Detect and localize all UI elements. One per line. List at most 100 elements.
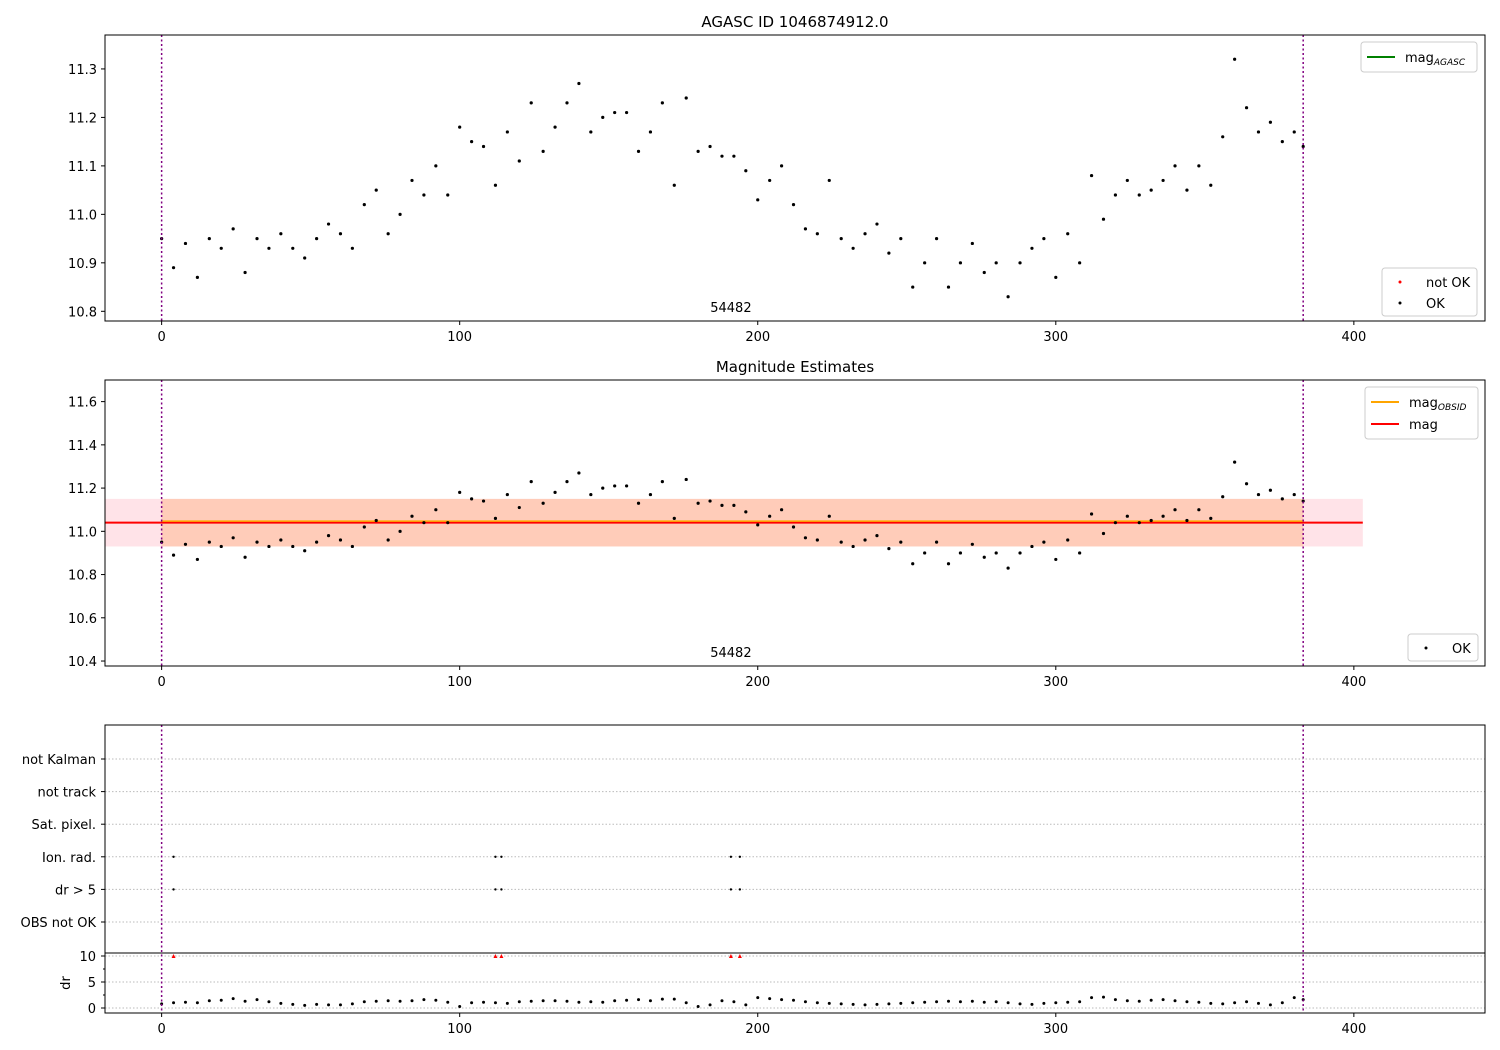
dr-point bbox=[1197, 1000, 1201, 1004]
dr-point bbox=[851, 1002, 855, 1006]
legend-box bbox=[1360, 41, 1478, 73]
data-point-ok bbox=[1301, 144, 1305, 149]
data-point-ok bbox=[732, 154, 736, 158]
data-point-ok bbox=[982, 555, 986, 559]
dr-point bbox=[803, 1000, 807, 1004]
y-tick-label: 11.2 bbox=[68, 482, 97, 497]
data-point-ok bbox=[1018, 551, 1022, 555]
dr-point bbox=[1042, 1001, 1046, 1005]
data-point-ok bbox=[458, 490, 462, 495]
dr-point bbox=[780, 998, 784, 1002]
data-point-ok bbox=[660, 480, 664, 484]
dr-point bbox=[255, 998, 259, 1002]
dr-point bbox=[1006, 1001, 1010, 1005]
data-point-ok bbox=[171, 266, 176, 270]
x-tick-label: 400 bbox=[1341, 1022, 1366, 1037]
data-point-ok bbox=[1268, 120, 1272, 124]
dr-point bbox=[362, 1000, 366, 1004]
dr-point bbox=[1018, 1002, 1022, 1006]
data-point-ok bbox=[875, 222, 879, 226]
dr-tick-label: 5 bbox=[88, 976, 96, 991]
data-point-ok bbox=[1161, 514, 1165, 518]
data-point-ok bbox=[1149, 518, 1153, 523]
data-point-ok bbox=[815, 538, 819, 542]
flag-label: not Kalman bbox=[22, 753, 96, 768]
dr-point bbox=[386, 999, 390, 1003]
dr-point bbox=[219, 998, 223, 1002]
dr-point bbox=[863, 1003, 867, 1007]
dr-point bbox=[195, 1001, 199, 1005]
data-point-ok bbox=[1006, 295, 1010, 299]
data-point-ok bbox=[291, 544, 295, 549]
data-point-ok bbox=[923, 261, 927, 265]
dr-point bbox=[1256, 1001, 1260, 1005]
data-point-ok bbox=[553, 125, 557, 129]
dr-point bbox=[1054, 1001, 1058, 1005]
data-point-ok bbox=[1244, 482, 1249, 486]
data-point-ok bbox=[1054, 275, 1058, 279]
data-point-ok bbox=[1018, 261, 1022, 265]
x-tick-label: 300 bbox=[1043, 330, 1068, 345]
data-point-ok bbox=[779, 164, 784, 168]
dr-point bbox=[565, 999, 569, 1003]
data-point-ok bbox=[446, 193, 450, 197]
dr-point bbox=[374, 999, 378, 1003]
data-point-ok bbox=[1292, 492, 1296, 497]
dr-point bbox=[696, 1004, 700, 1008]
dr-point bbox=[899, 1001, 903, 1005]
data-point-ok bbox=[446, 521, 450, 525]
x-tick-label: 200 bbox=[745, 1022, 770, 1037]
data-point-ok bbox=[1173, 164, 1177, 168]
data-point-ok bbox=[243, 555, 247, 559]
data-point-ok bbox=[1078, 261, 1082, 265]
data-point-ok bbox=[1233, 460, 1237, 464]
data-point-ok bbox=[577, 81, 581, 86]
dr-point bbox=[279, 1001, 283, 1005]
data-point-ok bbox=[338, 232, 343, 236]
flag-point bbox=[172, 855, 175, 858]
dr-point bbox=[1245, 1000, 1249, 1004]
legend-label: OK bbox=[1452, 642, 1471, 657]
data-point-ok bbox=[1292, 130, 1296, 134]
data-point-ok bbox=[768, 178, 772, 183]
data-point-ok bbox=[303, 256, 307, 260]
dr-clipped-marker bbox=[499, 954, 504, 958]
data-point-ok bbox=[756, 198, 760, 202]
data-point-ok bbox=[803, 227, 808, 231]
dr-point bbox=[1233, 1001, 1237, 1005]
data-point-ok bbox=[565, 101, 569, 105]
data-point-ok bbox=[1054, 557, 1058, 562]
dr-point bbox=[637, 998, 641, 1002]
dr-point bbox=[327, 1003, 331, 1007]
dr-point bbox=[994, 1000, 998, 1004]
data-point-ok bbox=[565, 480, 569, 484]
data-point-ok bbox=[207, 236, 211, 241]
data-point-ok bbox=[1066, 538, 1070, 542]
data-point-ok bbox=[994, 551, 998, 555]
dr-point bbox=[732, 1000, 736, 1004]
x-tick-label: 0 bbox=[157, 330, 165, 345]
data-point-ok bbox=[267, 246, 271, 250]
flag-point bbox=[500, 855, 503, 858]
data-point-ok bbox=[386, 538, 390, 542]
data-point-ok bbox=[1101, 217, 1106, 221]
dr-point bbox=[1030, 1002, 1034, 1006]
flag-point bbox=[729, 888, 733, 891]
data-point-ok bbox=[636, 149, 641, 153]
data-point-ok bbox=[946, 562, 951, 566]
data-point-ok bbox=[1233, 57, 1237, 61]
dr-point bbox=[684, 1001, 688, 1005]
data-point-ok bbox=[493, 516, 498, 520]
data-point-ok bbox=[1113, 521, 1118, 525]
data-point-ok bbox=[315, 236, 319, 241]
x-tick-label: 0 bbox=[157, 675, 165, 690]
dr-point bbox=[613, 999, 617, 1003]
data-point-ok bbox=[660, 101, 664, 105]
data-point-ok bbox=[791, 525, 796, 529]
flag-point bbox=[500, 888, 503, 891]
dr-point bbox=[422, 998, 426, 1002]
data-point-ok bbox=[970, 542, 974, 546]
dr-point bbox=[911, 1001, 915, 1005]
data-point-ok bbox=[458, 125, 462, 129]
data-point-ok bbox=[195, 275, 199, 279]
